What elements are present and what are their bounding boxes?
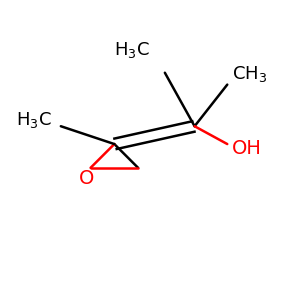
- Text: $\mathregular{CH_3}$: $\mathregular{CH_3}$: [232, 64, 267, 84]
- Text: $\mathregular{H_3C}$: $\mathregular{H_3C}$: [16, 110, 52, 130]
- Text: $\mathregular{H_3C}$: $\mathregular{H_3C}$: [114, 40, 150, 60]
- Text: O: O: [78, 169, 94, 188]
- Text: OH: OH: [232, 139, 262, 158]
